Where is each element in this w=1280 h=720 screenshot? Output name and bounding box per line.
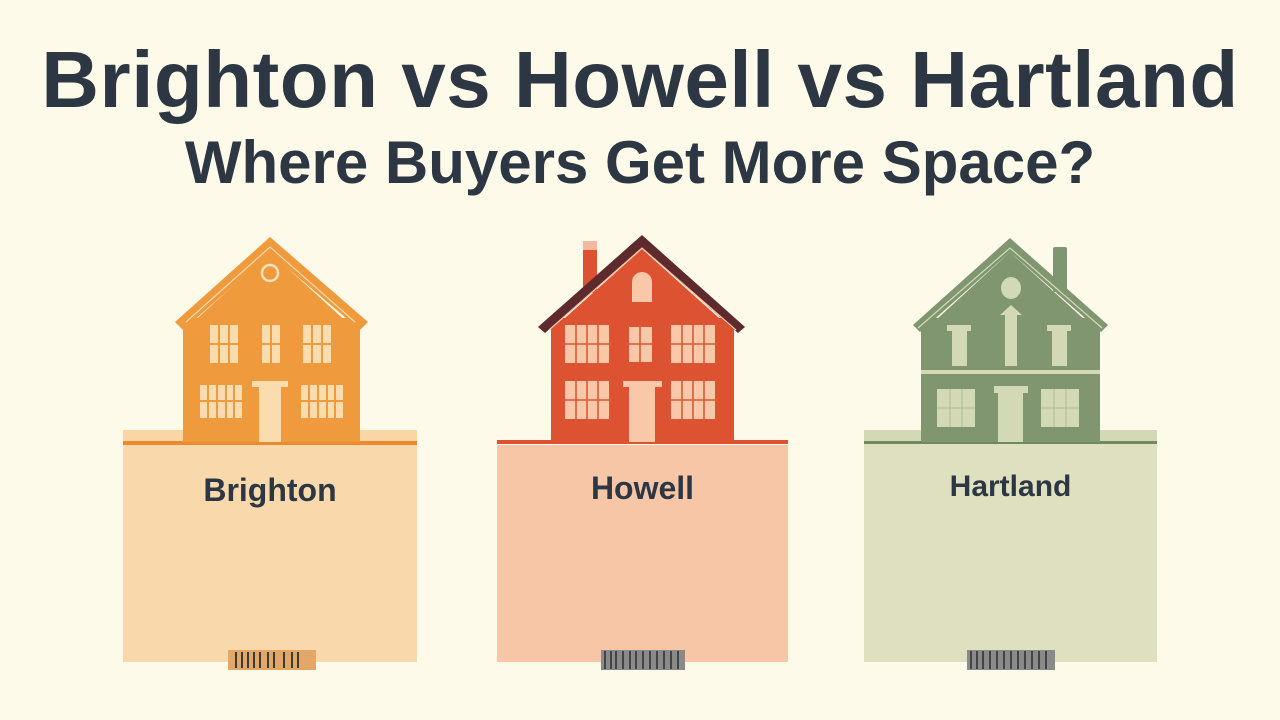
page-subtitle: Where Buyers Get More Space? [184, 129, 1096, 196]
card-label-howell: Howell [590, 470, 695, 506]
brighton-card-group [123, 237, 417, 670]
card-label-brighton: Brighton [203, 472, 337, 508]
hartland-barcode-icon [967, 650, 1055, 670]
arched-window-icon [632, 272, 652, 302]
hartland-ground-line [864, 441, 1157, 444]
brighton-ground-line [123, 441, 417, 445]
card-label-hartland: Hartland [949, 470, 1072, 503]
brighton-card [123, 430, 417, 662]
howell-card-group [497, 235, 788, 670]
hartland-card-group [864, 238, 1157, 670]
brighton-house-icon [175, 237, 368, 442]
brighton-barcode-icon [228, 650, 316, 670]
howell-card [497, 445, 788, 662]
round-window-icon [260, 263, 280, 283]
hartland-card [864, 430, 1157, 662]
hartland-house-icon [913, 238, 1108, 442]
round-window-icon [1001, 277, 1021, 299]
howell-barcode-icon [601, 650, 685, 670]
howell-house-icon [538, 235, 745, 442]
page-title: Brighton vs Howell vs Hartland [41, 35, 1239, 124]
